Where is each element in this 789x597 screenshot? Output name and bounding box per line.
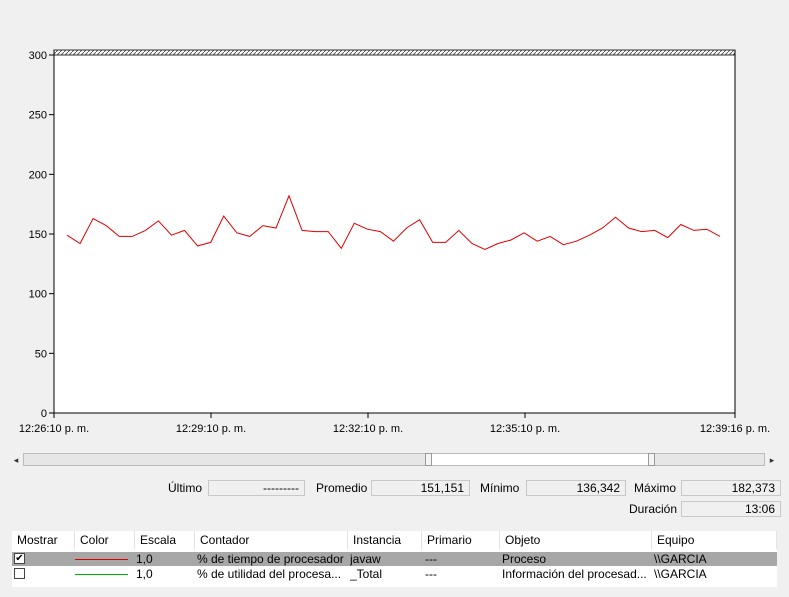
header-scale[interactable]: Escala bbox=[135, 531, 195, 549]
series-layer bbox=[66, 194, 721, 251]
checkmark-icon: ✔ bbox=[15, 553, 24, 564]
counter-cell: % de tiempo de procesador bbox=[197, 552, 344, 566]
maximum-value: 182,373 bbox=[681, 480, 781, 496]
y-tick-label: 250 bbox=[29, 110, 47, 122]
parent-cell: --- bbox=[425, 552, 437, 566]
minimum-value: 136,342 bbox=[526, 480, 626, 496]
range-end-handle[interactable] bbox=[648, 453, 655, 466]
computer-cell: \\GARCIA bbox=[654, 552, 707, 566]
y-tick-label: 50 bbox=[35, 348, 47, 360]
color-swatch bbox=[75, 574, 128, 575]
chart-overflow-band bbox=[53, 49, 736, 56]
average-label: Promedio bbox=[316, 481, 368, 495]
header-parent[interactable]: Primario bbox=[422, 531, 500, 549]
x-tick-label: 12:39:16 p. m. bbox=[700, 423, 770, 435]
scroll-track[interactable] bbox=[23, 453, 765, 466]
y-tick-label: 150 bbox=[29, 229, 47, 241]
header-counter[interactable]: Contador bbox=[195, 531, 348, 549]
object-cell: Información del procesad... bbox=[502, 567, 647, 581]
counter-list: Mostrar Color Escala Contador Instancia … bbox=[12, 531, 777, 587]
maximum-label: Máximo bbox=[634, 481, 677, 495]
y-ticks: 300 250 200 150 100 50 0 bbox=[29, 50, 54, 420]
y-tick-label: 200 bbox=[29, 169, 47, 181]
computer-cell: \\GARCIA bbox=[654, 567, 707, 581]
header-object[interactable]: Objeto bbox=[500, 531, 652, 549]
scale-cell: 1,0 bbox=[136, 552, 153, 566]
header-color[interactable]: Color bbox=[75, 531, 135, 549]
time-range-scrollbar[interactable]: ◂ ▸ bbox=[9, 452, 779, 468]
scale-cell: 1,0 bbox=[136, 567, 153, 581]
average-value: 151,151 bbox=[371, 480, 470, 496]
y-tick-label: 100 bbox=[29, 289, 47, 301]
header-instance[interactable]: Instancia bbox=[348, 531, 422, 549]
last-value: --------- bbox=[208, 480, 305, 496]
x-tick-label: 12:26:10 p. m. bbox=[19, 423, 89, 435]
instance-cell: javaw bbox=[350, 552, 381, 566]
scroll-left-arrow-icon[interactable]: ◂ bbox=[13, 455, 19, 465]
counter-cell: % de utilidad del procesa... bbox=[197, 567, 342, 581]
selected-time-range[interactable] bbox=[429, 454, 653, 465]
color-swatch bbox=[75, 559, 128, 560]
counter-row[interactable]: 1,0 % de utilidad del procesa... _Total … bbox=[12, 567, 777, 581]
y-tick-label: 300 bbox=[29, 50, 47, 62]
x-tick-label: 12:35:10 p. m. bbox=[490, 423, 560, 435]
instance-cell: _Total bbox=[350, 567, 383, 581]
header-computer[interactable]: Equipo bbox=[652, 531, 777, 549]
duration-label: Duración bbox=[629, 502, 678, 516]
scroll-right-arrow-icon[interactable]: ▸ bbox=[769, 455, 775, 465]
x-ticks: 12:26:10 p. m. 12:29:10 p. m. 12:32:10 p. … bbox=[19, 413, 770, 435]
minimum-label: Mínimo bbox=[480, 481, 520, 495]
x-tick-label: 12:32:10 p. m. bbox=[333, 423, 403, 435]
object-cell: Proceso bbox=[502, 552, 547, 566]
header-show[interactable]: Mostrar bbox=[12, 531, 75, 549]
last-label: Último bbox=[168, 481, 203, 495]
parent-cell: --- bbox=[425, 567, 437, 581]
show-checkbox[interactable]: ✔ bbox=[14, 553, 25, 564]
counter-row[interactable]: ✔ 1,0 % de tiempo de procesador javaw --… bbox=[12, 552, 777, 566]
y-tick-label: 0 bbox=[41, 408, 47, 420]
duration-value: 13:06 bbox=[681, 501, 781, 517]
chart-plot-area bbox=[54, 50, 735, 413]
x-tick-label: 12:29:10 p. m. bbox=[176, 423, 246, 435]
performance-chart: 300 250 200 150 100 50 0 12:26:10 p. m. 12:29:1… bbox=[19, 49, 770, 435]
series-line bbox=[66, 194, 721, 251]
show-checkbox[interactable] bbox=[14, 568, 25, 579]
range-start-handle[interactable] bbox=[425, 453, 432, 466]
